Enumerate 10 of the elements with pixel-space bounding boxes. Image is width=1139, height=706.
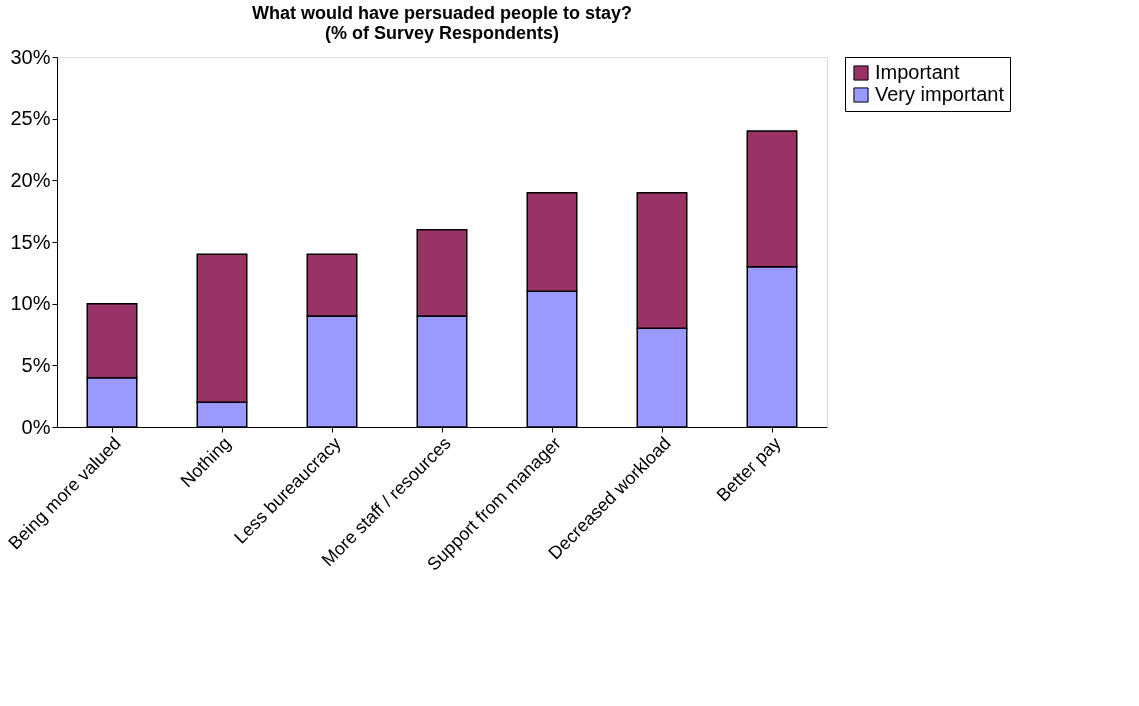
y-tick-label: 0% [21,415,51,438]
y-tick-label: 5% [21,353,51,376]
y-tick-label: 20% [10,168,51,191]
y-tick-label: 10% [10,292,51,315]
y-tick-label: 30% [10,45,51,68]
legend-label: Important [875,61,960,83]
y-tick-label: 15% [10,230,51,253]
y-tick-label: 25% [10,107,51,130]
chart-title: What would have persuaded people to stay? (% of Survey Respondents) [251,3,633,43]
legend-label: Very important [875,83,1005,105]
